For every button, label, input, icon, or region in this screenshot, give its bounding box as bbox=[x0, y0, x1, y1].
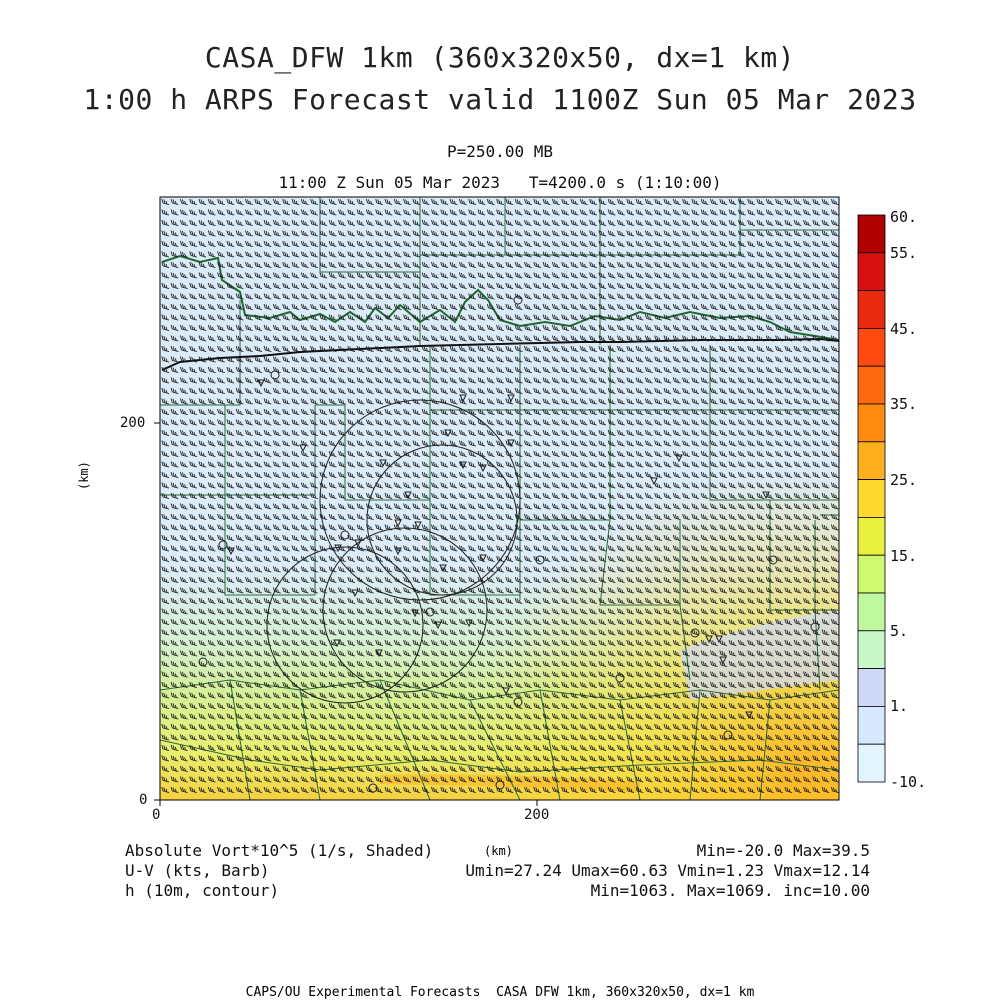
colorbar-label-neg10: -10. bbox=[890, 773, 927, 791]
county-line bbox=[224, 495, 315, 596]
colorbar-swatch bbox=[857, 554, 886, 594]
axis-ticks bbox=[154, 422, 538, 806]
colorbar-swatch bbox=[857, 630, 886, 669]
footer-credit: CAPS/OU Experimental Forecasts CASA DFW … bbox=[245, 985, 755, 1000]
county-line bbox=[769, 500, 839, 611]
plot-title-line2: 1:00 h ARPS Forecast valid 1100Z Sun 05 … bbox=[83, 83, 917, 116]
wind-barb-field bbox=[161, 198, 839, 794]
county-line bbox=[599, 519, 680, 606]
legend-field-vorticity: Absolute Vort*10^5 (1/s, Shaded) bbox=[125, 841, 434, 860]
county-line bbox=[469, 699, 521, 800]
county-line bbox=[619, 699, 641, 800]
colorbar-label-55: 55. bbox=[890, 244, 918, 262]
colorbar-swatch bbox=[857, 706, 886, 745]
wind-barbs bbox=[161, 198, 839, 794]
colorbar-label-60: 60. bbox=[890, 208, 918, 226]
station-markers bbox=[198, 295, 820, 793]
y-tick-label-0: 0 bbox=[139, 792, 148, 808]
county-line bbox=[160, 739, 839, 773]
legend-vorticity-stats: Min=-20.0 Max=39.5 bbox=[696, 841, 870, 860]
county-line bbox=[469, 689, 701, 701]
county-line bbox=[379, 679, 431, 800]
colorbar-swatch bbox=[857, 252, 886, 292]
y-axis-unit: (km) bbox=[77, 461, 91, 490]
legend-field-wind: U-V (kts, Barb) bbox=[125, 861, 270, 880]
state-boundary-line bbox=[161, 254, 839, 341]
colorbar-label-25: 25. bbox=[890, 471, 918, 489]
county-line bbox=[315, 404, 430, 501]
colorbar-swatch bbox=[857, 668, 886, 707]
county-line bbox=[759, 699, 771, 800]
colorbar-swatch bbox=[857, 743, 886, 783]
legend-wind-stats: Umin=27.24 Umax=60.63 Vmin=1.23 Vmax=12.… bbox=[465, 861, 870, 880]
colorbar-swatch bbox=[857, 592, 886, 632]
x-axis-unit: (km) bbox=[484, 844, 513, 858]
plot-title-line1: CASA_DFW 1km (360x320x50, dx=1 km) bbox=[204, 41, 796, 74]
x-tick-label-0: 0 bbox=[152, 807, 161, 823]
county-boundaries bbox=[160, 197, 839, 800]
colorbar-label-5: 5. bbox=[890, 622, 909, 640]
colorbar-swatch bbox=[857, 290, 886, 329]
pressure-level-label: P=250.00 MB bbox=[447, 142, 553, 161]
map-panel-border bbox=[159, 196, 840, 801]
county-line bbox=[160, 300, 241, 406]
legend-field-height: h (10m, contour) bbox=[125, 881, 280, 900]
colorbar-swatch bbox=[857, 365, 886, 405]
colorbar-swatch bbox=[857, 441, 886, 480]
colorbar-swatch bbox=[857, 327, 886, 367]
y-tick-label-200: 200 bbox=[120, 415, 146, 431]
colorbar bbox=[857, 214, 886, 783]
colorbar-swatch bbox=[857, 479, 886, 518]
colorbar-swatch bbox=[857, 214, 886, 254]
county-line bbox=[319, 197, 421, 273]
colorbar-label-45: 45. bbox=[890, 320, 918, 338]
colorbar-swatch bbox=[857, 517, 886, 556]
colorbar-label-35: 35. bbox=[890, 395, 918, 413]
x-tick-label-200: 200 bbox=[524, 807, 550, 823]
county-line bbox=[519, 345, 611, 411]
colorbar-label-1: 1. bbox=[890, 697, 909, 715]
colorbar-label-15: 15. bbox=[890, 547, 918, 565]
legend-height-stats: Min=1063. Max=1069. inc=10.00 bbox=[590, 881, 870, 900]
valid-time-label: 11:00 Z Sun 05 Mar 2023 T=4200.0 s (1:10… bbox=[278, 173, 722, 192]
colorbar-swatch bbox=[857, 403, 886, 443]
county-line bbox=[709, 410, 839, 501]
